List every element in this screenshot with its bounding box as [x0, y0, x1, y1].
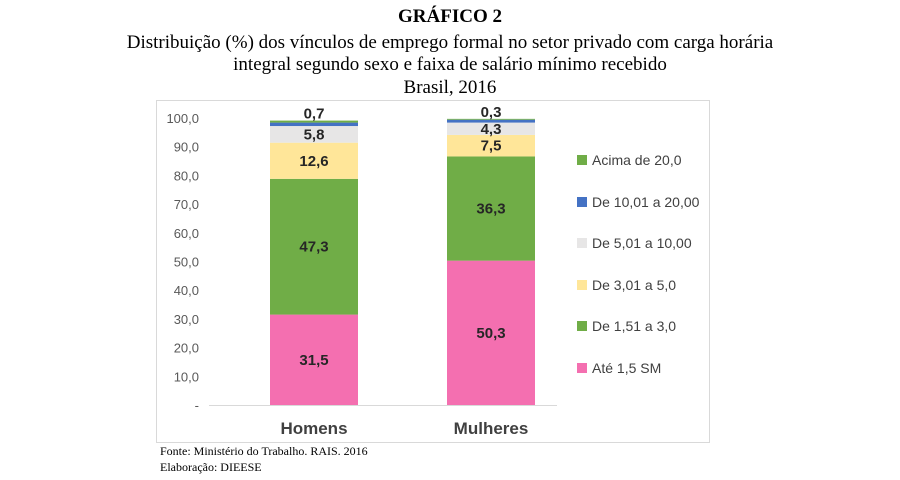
- data-label: 47,3: [299, 239, 328, 256]
- y-tick-label: 90,0: [174, 140, 199, 155]
- data-label: 12,6: [299, 153, 328, 170]
- legend-swatch: [577, 321, 587, 331]
- bar-segment: [270, 142, 358, 179]
- bar-segment: [270, 122, 358, 127]
- bar-segment: [447, 156, 535, 261]
- bar-segment: [447, 122, 535, 135]
- bar-segment: [447, 134, 535, 157]
- bar-segment: [270, 314, 358, 405]
- y-tick-label: 40,0: [174, 283, 199, 298]
- chart-subtitle: Brasil, 2016: [403, 77, 497, 98]
- data-label: 0,7: [304, 106, 325, 123]
- y-tick-label: 20,0: [174, 341, 199, 356]
- category-label: Homens: [280, 419, 347, 438]
- bar-segment: [447, 119, 535, 123]
- chart-area: - 10,0 20,0 30,0 40,0 50,0 60,0 70,0 80,0 90,0 100…: [156, 100, 710, 443]
- bar-segment: [270, 120, 358, 123]
- y-tick-label: -: [195, 398, 199, 413]
- source-note: Fonte: Ministério do Trabalho. RAIS. 201…: [160, 444, 368, 458]
- data-label: 4,3: [481, 121, 502, 138]
- legend-swatch: [577, 155, 587, 165]
- data-label: 7,5: [481, 138, 502, 155]
- bar-segment: [447, 118, 535, 120]
- bar-segment: [270, 178, 358, 315]
- credit-note: Elaboração: DIEESE: [160, 460, 262, 474]
- legend-swatch: [577, 280, 587, 290]
- data-label: 36,3: [476, 201, 505, 218]
- legend-swatch: [577, 197, 587, 207]
- chart-title-line-2: integral segundo sexo e faixa de salário…: [233, 54, 667, 75]
- figure-label: GRÁFICO 2: [398, 6, 502, 27]
- y-tick-label: 70,0: [174, 197, 199, 212]
- data-label: 5,8: [304, 126, 325, 143]
- bar-segment: [447, 260, 535, 405]
- legend-swatch: [577, 238, 587, 248]
- legend-label: Até 1,5 SM: [592, 360, 661, 376]
- y-tick-label: 60,0: [174, 226, 199, 241]
- legend-swatch: [577, 363, 587, 373]
- data-label: 50,3: [476, 325, 505, 342]
- y-tick-label: 10,0: [174, 369, 199, 384]
- legend-label: De 1,51 a 3,0: [592, 318, 676, 334]
- legend-label: De 10,01 a 20,00: [592, 194, 700, 210]
- category-label: Mulheres: [454, 419, 529, 438]
- stacked-bar-chart: - 10,0 20,0 30,0 40,0 50,0 60,0 70,0 80,0 90,0 100…: [166, 104, 700, 438]
- bar-segment: [270, 126, 358, 143]
- chart-title-line-1: Distribuição (%) dos vínculos de emprego…: [126, 32, 774, 53]
- y-tick-label: 50,0: [174, 255, 199, 270]
- legend-label: Acima de 20,0: [592, 152, 682, 168]
- legend-label: De 3,01 a 5,0: [592, 277, 676, 293]
- y-tick-label: 30,0: [174, 312, 199, 327]
- y-tick-label: 100,0: [166, 111, 199, 126]
- data-label: 0,3: [481, 104, 502, 121]
- legend-label: De 5,01 a 10,00: [592, 235, 692, 251]
- data-label: 31,5: [299, 352, 328, 369]
- y-tick-label: 80,0: [174, 168, 199, 183]
